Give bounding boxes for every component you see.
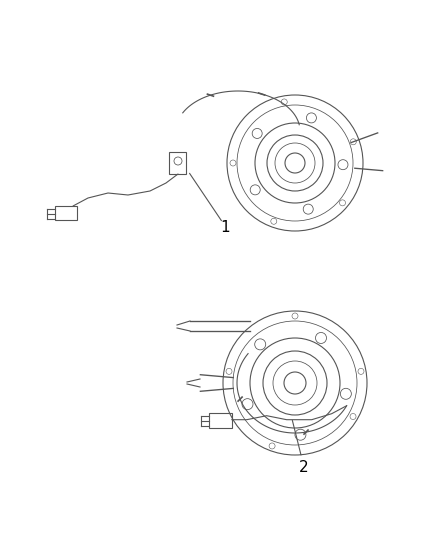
Text: 1: 1 (220, 221, 230, 236)
Text: 2: 2 (299, 460, 308, 475)
